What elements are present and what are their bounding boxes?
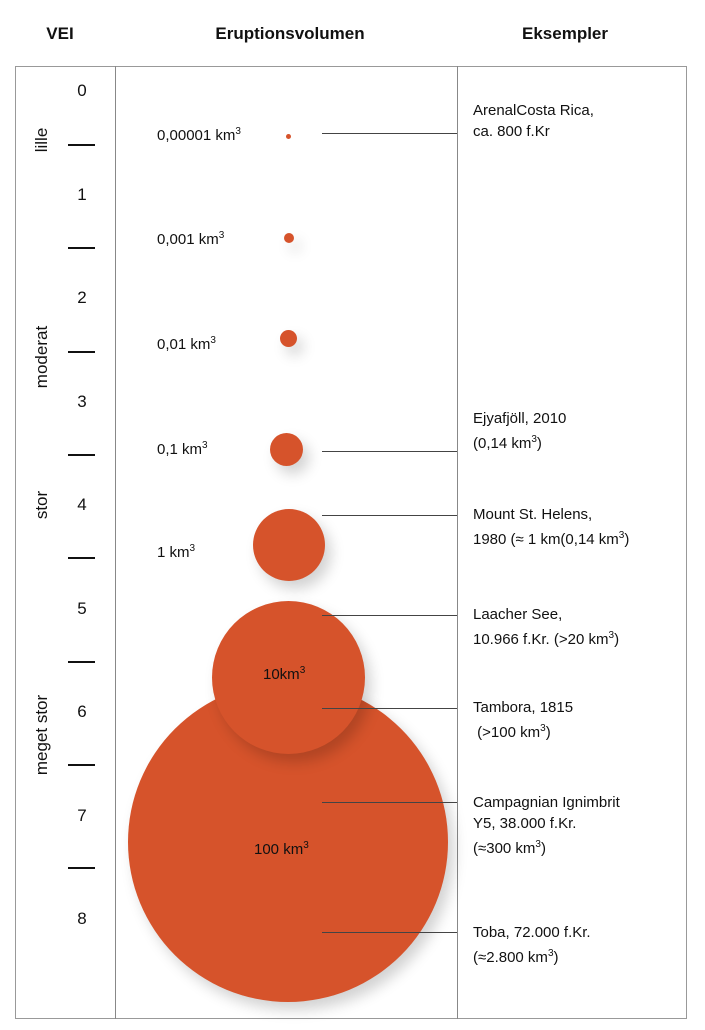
example-label: Campagnian Ignimbrit Y5, 38.000 f.Kr. (≈30… xyxy=(473,792,620,859)
vei-level: 3 xyxy=(77,391,87,411)
example-line1: Laacher See, xyxy=(473,606,563,623)
example-line3: (≈300 km xyxy=(473,840,536,857)
category-label: stor xyxy=(32,490,51,520)
eruption-circle xyxy=(280,330,297,347)
example-line1: Mount St. Helens, xyxy=(473,506,593,523)
eruption-circle xyxy=(286,134,291,139)
vei-tick xyxy=(68,350,95,353)
vei-level: 8 xyxy=(77,909,87,928)
example-tail: ) xyxy=(624,531,630,548)
example-line1: Campagnian Ignimbrit xyxy=(473,794,620,811)
example-line1: Toba, 72.000 f.Kr. xyxy=(473,924,591,941)
column-divider xyxy=(457,66,458,1019)
header-examples: Eksempler xyxy=(522,24,608,43)
eruption-circle xyxy=(284,233,294,243)
example-line1: Tambora, 1815 xyxy=(473,699,574,716)
column-divider xyxy=(115,66,116,1019)
vei-tick xyxy=(68,763,95,766)
leader-line xyxy=(322,515,457,516)
example-line1: ArenalCosta Rica, xyxy=(473,102,594,119)
vei-level: 1 xyxy=(77,184,87,204)
leader-line xyxy=(322,932,457,933)
example-tail: ) xyxy=(553,949,559,966)
example-line2: ca. 800 f.Kr xyxy=(473,123,550,140)
vei-level: 6 xyxy=(77,702,87,721)
vei-level: 4 xyxy=(77,495,87,514)
leader-line xyxy=(322,615,457,616)
eruption-circle xyxy=(212,601,365,754)
volume-label: 1 km3 xyxy=(157,543,196,561)
volume-label: 0,1 km3 xyxy=(157,440,208,458)
leader-line xyxy=(322,451,457,452)
volume-label: 10km3 xyxy=(263,665,306,683)
example-sup: 3 xyxy=(531,434,537,445)
example-line2: Y5, 38.000 f.Kr. xyxy=(473,815,577,832)
example-line1: Ejyafjöll, 2010 xyxy=(473,410,567,427)
vei-tick xyxy=(68,557,95,560)
example-sup: 3 xyxy=(608,630,615,641)
volume-label: 0,00001 km3 xyxy=(157,126,241,144)
table-frame xyxy=(15,66,687,1019)
example-line2: 1980 (≈ 1 km(0,14 km xyxy=(473,531,619,548)
example-tail: ) xyxy=(614,631,620,648)
example-tail: ) xyxy=(540,840,546,857)
eruption-circle xyxy=(253,509,325,581)
example-line2: (>100 km xyxy=(473,724,541,741)
eruption-circle xyxy=(270,433,303,466)
category-label: moderat xyxy=(32,325,51,389)
category-label: meget stor xyxy=(32,694,51,776)
vei-tick xyxy=(68,453,95,456)
vei-level: 0 xyxy=(77,81,87,100)
example-sup: 3 xyxy=(618,530,625,541)
example-label: Toba, 72.000 f.Kr. (≈2.800 km3) xyxy=(473,922,591,968)
example-label: Laacher See, 10.966 f.Kr. (>20 km3) xyxy=(473,604,619,650)
header-vei: VEI xyxy=(46,24,74,43)
example-label: Tambora, 1815 (>100 km3) xyxy=(473,697,573,743)
leader-line xyxy=(322,133,457,134)
volume-label: 100 km3 xyxy=(254,840,309,858)
vei-level: 5 xyxy=(77,598,87,618)
example-line2: (0,14 km xyxy=(473,435,532,452)
vei-tick xyxy=(68,867,95,870)
leader-line xyxy=(322,708,457,709)
vei-tick xyxy=(68,247,95,250)
example-line2: 10.966 f.Kr. (>20 km xyxy=(473,631,609,648)
example-sup: 3 xyxy=(540,723,546,734)
example-label: Ejyafjöll, 2010 (0,14 km3) xyxy=(473,408,566,454)
volume-label: 0,001 km3 xyxy=(157,230,225,248)
leader-line xyxy=(322,802,457,803)
vei-tick xyxy=(68,660,95,663)
example-sup: 3 xyxy=(547,948,554,959)
example-tail: ) xyxy=(536,435,542,452)
header-volume: Eruptionsvolumen xyxy=(215,24,365,43)
example-tail: ) xyxy=(545,724,551,741)
volume-label: 0,01 km3 xyxy=(157,335,216,353)
category-label: lille xyxy=(32,127,51,153)
example-label: Mount St. Helens, 1980 (≈ 1 km(0,14 km3) xyxy=(473,504,629,550)
vei-tick xyxy=(68,144,95,146)
vei-level: 7 xyxy=(77,805,87,825)
vei-level: 2 xyxy=(77,288,87,307)
example-sup: 3 xyxy=(535,839,541,850)
example-label: ArenalCosta Rica, ca. 800 f.Kr xyxy=(473,100,594,142)
example-line2: (≈2.800 km xyxy=(473,949,548,966)
